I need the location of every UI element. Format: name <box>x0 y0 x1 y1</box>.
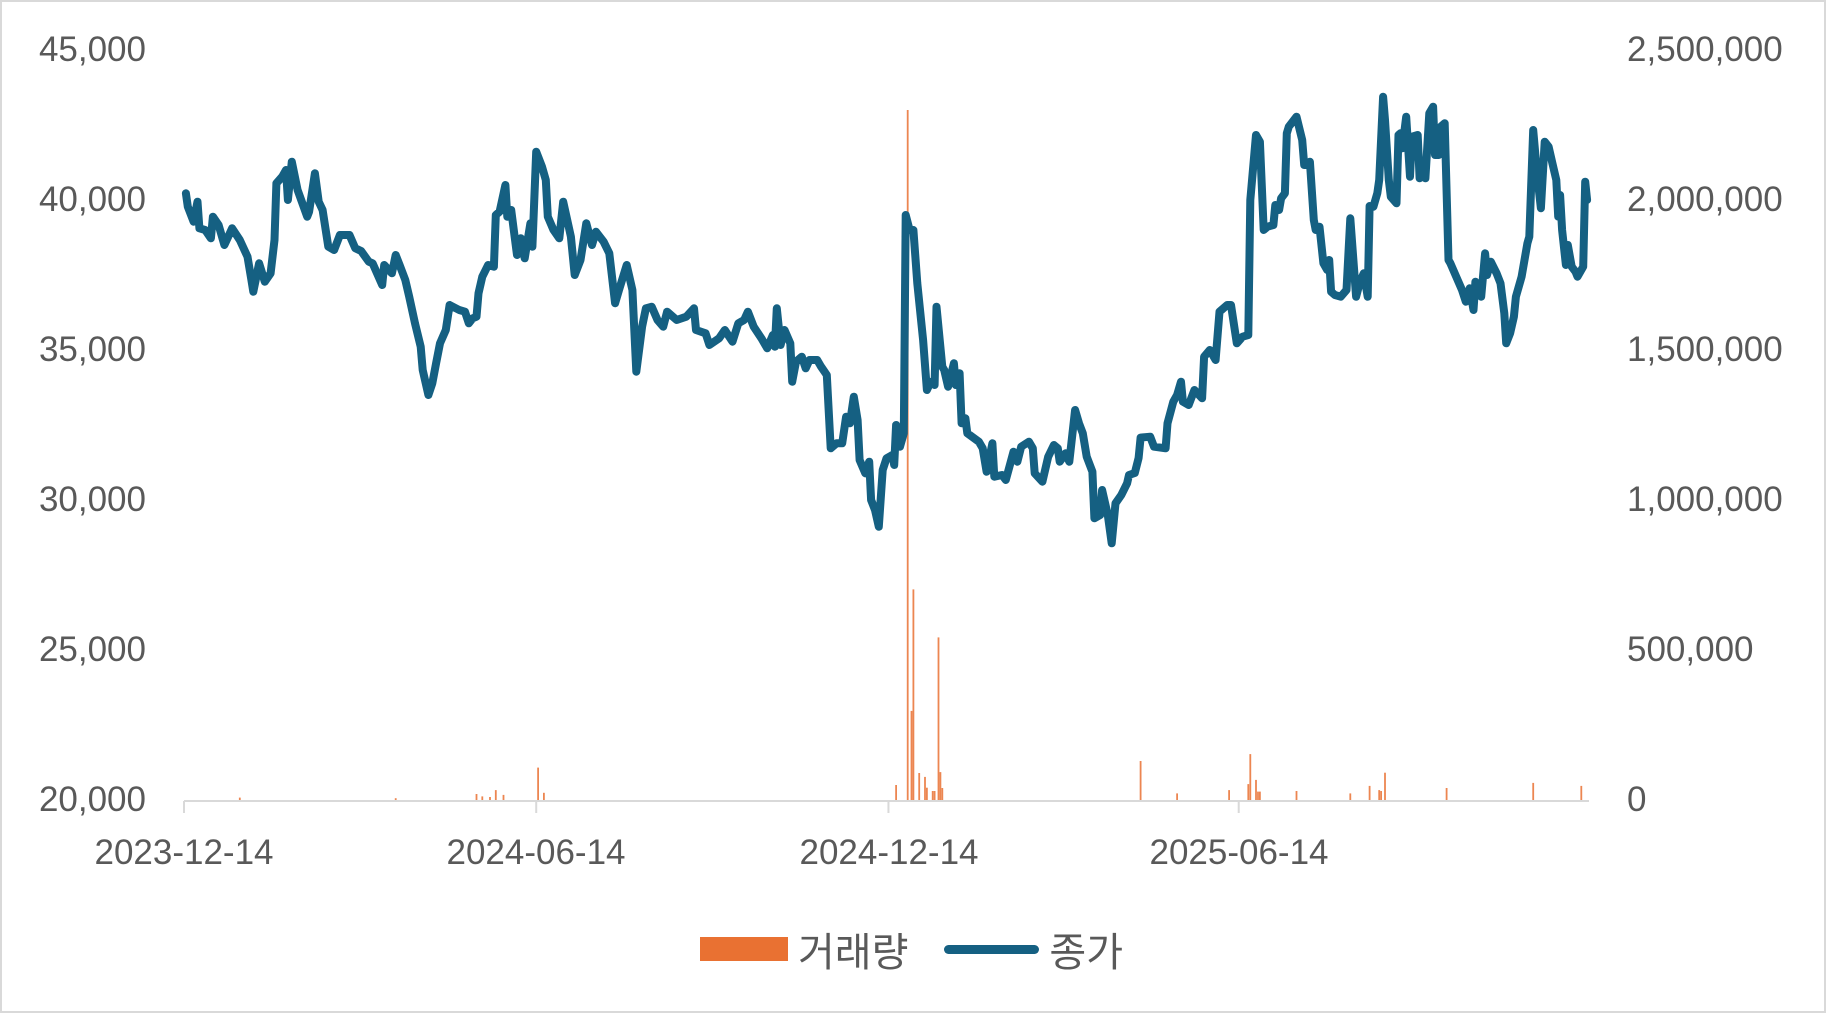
legend-label-volume: 거래량 <box>798 930 909 976</box>
volume-bar <box>939 772 942 800</box>
volume-bar <box>1257 791 1259 800</box>
y-left-tick-30000: 30,000 <box>38 480 146 519</box>
x-tick-2025-06-14: 2025-06-14 <box>1149 833 1329 872</box>
volume-bar <box>1247 784 1250 800</box>
volume-bar <box>933 791 936 800</box>
y-left-tick-35000: 35,000 <box>38 330 146 369</box>
volume-bar <box>924 776 926 800</box>
volume-bar <box>1255 779 1257 800</box>
volume-bar <box>543 792 545 800</box>
volume-bar <box>1384 772 1386 800</box>
volume-bar <box>1580 785 1583 800</box>
y-right-tick-2000000: 2,000,000 <box>1627 180 1783 219</box>
x-tick-2024-06-14: 2024-06-14 <box>446 833 626 872</box>
volume-bar <box>1378 790 1381 800</box>
volume-bar <box>494 790 497 800</box>
volume-bars <box>238 110 1583 800</box>
volume-bar <box>1349 793 1352 800</box>
close-price-line <box>181 92 1592 548</box>
legend-label-close: 종가 <box>1049 930 1124 976</box>
volume-bar <box>489 797 491 800</box>
volume-bar <box>1228 790 1230 800</box>
legend-item-volume[interactable]: 거래량 <box>700 920 908 978</box>
volume-bar <box>1249 754 1252 800</box>
y-left-tick-45000: 45,000 <box>38 30 146 69</box>
volume-bar <box>906 110 909 800</box>
volume-bar <box>926 787 928 800</box>
volume-bar <box>1176 793 1178 800</box>
close-line-swatch-icon <box>944 944 1040 954</box>
volume-bar <box>1445 788 1448 800</box>
y-left-tick-20000: 20,000 <box>38 780 146 819</box>
volume-bar <box>910 710 913 800</box>
y-right-tick-2500000: 2,500,000 <box>1627 30 1783 69</box>
y-left-tick-25000: 25,000 <box>38 630 146 669</box>
volume-bar <box>1295 791 1298 800</box>
y-right-tick-1500000: 1,500,000 <box>1627 330 1783 369</box>
volume-bar <box>537 767 539 800</box>
volume-bar <box>238 797 241 800</box>
volume-bar <box>394 798 397 800</box>
y-right-tick-0: 0 <box>1627 780 1647 819</box>
volume-bar <box>931 791 934 800</box>
volume-bar <box>918 773 921 800</box>
volume-bar <box>502 794 505 800</box>
volume-bar <box>941 788 944 800</box>
x-tick-marks <box>183 801 1240 813</box>
y-left-tick-40000: 40,000 <box>38 180 146 219</box>
volume-bar <box>475 794 478 800</box>
legend: 거래량 종가 <box>700 929 1159 976</box>
volume-bar <box>895 785 897 800</box>
volume-bar <box>1259 791 1261 800</box>
volume-bar <box>1139 761 1142 800</box>
x-tick-2024-12-14: 2024-12-14 <box>799 833 979 872</box>
volume-bar <box>937 637 940 800</box>
volume-bar <box>1380 791 1382 800</box>
volume-bar <box>481 796 484 800</box>
y-right-tick-500000: 500,000 <box>1627 630 1754 669</box>
volume-bar <box>1368 785 1371 800</box>
y-right-tick-1000000: 1,000,000 <box>1627 480 1783 519</box>
volume-bar <box>912 589 915 800</box>
x-tick-2023-12-14: 2023-12-14 <box>94 833 274 872</box>
legend-item-close[interactable]: 종가 <box>944 920 1123 978</box>
volume-bar <box>1532 782 1535 800</box>
volume-swatch-icon <box>700 937 788 961</box>
